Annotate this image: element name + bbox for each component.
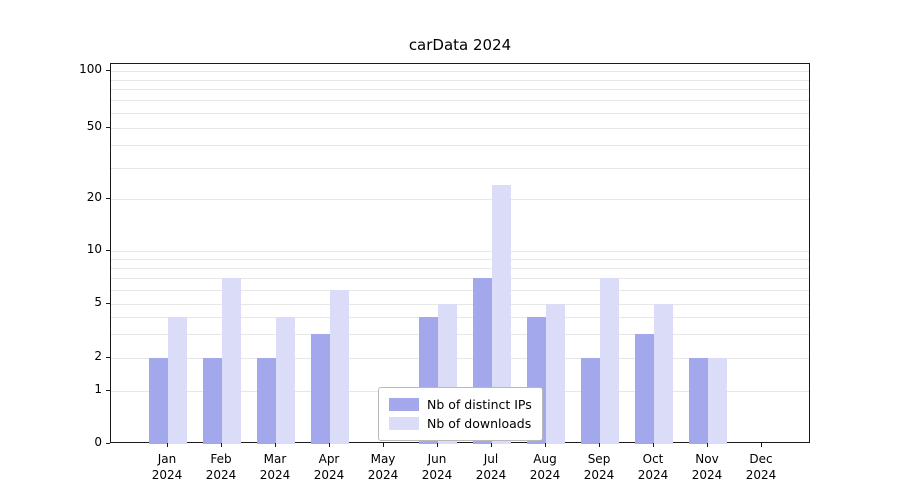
gridline (111, 259, 809, 260)
gridline (111, 268, 809, 269)
bar-oct-downloads (654, 304, 673, 444)
x-tick-mark (545, 443, 546, 447)
y-tick-label-1: 1 (94, 382, 102, 396)
bar-apr-distinct-ips (311, 334, 330, 444)
x-tick-label-nov: Nov 2024 (691, 452, 723, 482)
gridline (111, 168, 809, 169)
y-tick-mark (106, 198, 110, 199)
x-tick-mark (707, 443, 708, 447)
gridline (111, 71, 809, 72)
y-tick-label-5: 5 (94, 295, 102, 309)
gridline (111, 80, 809, 81)
bar-mar-distinct-ips (257, 358, 276, 444)
x-tick-label-sep: Sep 2024 (583, 452, 615, 482)
y-tick-mark (106, 303, 110, 304)
legend-label-downloads: Nb of downloads (427, 416, 532, 431)
x-tick-label-jul: Jul 2024 (475, 452, 507, 482)
gridline (111, 89, 809, 90)
x-tick-label-aug: Aug 2024 (529, 452, 561, 482)
legend-item-distinct-ips: Nb of distinct IPs (389, 397, 532, 412)
bar-nov-downloads (708, 358, 727, 444)
legend-item-downloads: Nb of downloads (389, 416, 532, 431)
plot-area (110, 63, 810, 444)
y-tick-mark (106, 70, 110, 71)
gridline (111, 113, 809, 114)
bar-oct-distinct-ips (635, 334, 654, 444)
x-tick-mark (221, 443, 222, 447)
x-tick-label-oct: Oct 2024 (637, 452, 669, 482)
gridline (111, 304, 809, 305)
y-tick-mark (106, 443, 110, 444)
bar-apr-downloads (330, 290, 349, 444)
y-tick-label-20: 20 (86, 190, 102, 204)
y-tick-label-100: 100 (79, 62, 102, 76)
gridline (111, 128, 809, 129)
chart-title: carData 2024 (408, 36, 512, 54)
x-tick-label-dec: Dec 2024 (745, 452, 777, 482)
bar-nov-distinct-ips (689, 358, 708, 444)
x-tick-mark (761, 443, 762, 447)
legend-swatch-downloads (389, 417, 419, 430)
bar-aug-downloads (546, 304, 565, 444)
bar-jul-downloads (492, 185, 511, 444)
gridline (111, 317, 809, 318)
y-tick-mark (106, 390, 110, 391)
y-tick-label-0: 0 (94, 435, 102, 449)
y-tick-label-10: 10 (86, 242, 102, 256)
legend: Nb of distinct IPs Nb of downloads (378, 387, 543, 441)
gridline (111, 251, 809, 252)
x-tick-mark (653, 443, 654, 447)
y-tick-label-2: 2 (94, 349, 102, 363)
y-tick-mark (106, 127, 110, 128)
y-tick-label-50: 50 (86, 119, 102, 133)
x-tick-mark (383, 443, 384, 447)
gridline (111, 199, 809, 200)
bar-mar-downloads (276, 317, 295, 444)
gridline (111, 145, 809, 146)
legend-swatch-distinct-ips (389, 398, 419, 411)
x-tick-label-feb: Feb 2024 (205, 452, 237, 482)
x-tick-mark (275, 443, 276, 447)
bar-feb-downloads (222, 278, 241, 444)
gridline (111, 278, 809, 279)
y-tick-mark (106, 357, 110, 358)
x-tick-label-apr: Apr 2024 (313, 452, 345, 482)
x-tick-label-mar: Mar 2024 (259, 452, 291, 482)
x-tick-label-may: May 2024 (367, 452, 399, 482)
x-tick-mark (167, 443, 168, 447)
gridline (111, 334, 809, 335)
x-tick-mark (329, 443, 330, 447)
x-tick-label-jun: Jun 2024 (421, 452, 453, 482)
gridline (111, 358, 809, 359)
legend-label-distinct-ips: Nb of distinct IPs (427, 397, 532, 412)
x-tick-label-jan: Jan 2024 (151, 452, 183, 482)
bar-sep-distinct-ips (581, 358, 600, 444)
x-tick-mark (437, 443, 438, 447)
y-tick-mark (106, 250, 110, 251)
gridline (111, 100, 809, 101)
bar-sep-downloads (600, 278, 619, 444)
gridline (111, 290, 809, 291)
x-tick-mark (599, 443, 600, 447)
bar-feb-distinct-ips (203, 358, 222, 444)
bar-jan-downloads (168, 317, 187, 444)
bar-jan-distinct-ips (149, 358, 168, 444)
x-tick-mark (491, 443, 492, 447)
